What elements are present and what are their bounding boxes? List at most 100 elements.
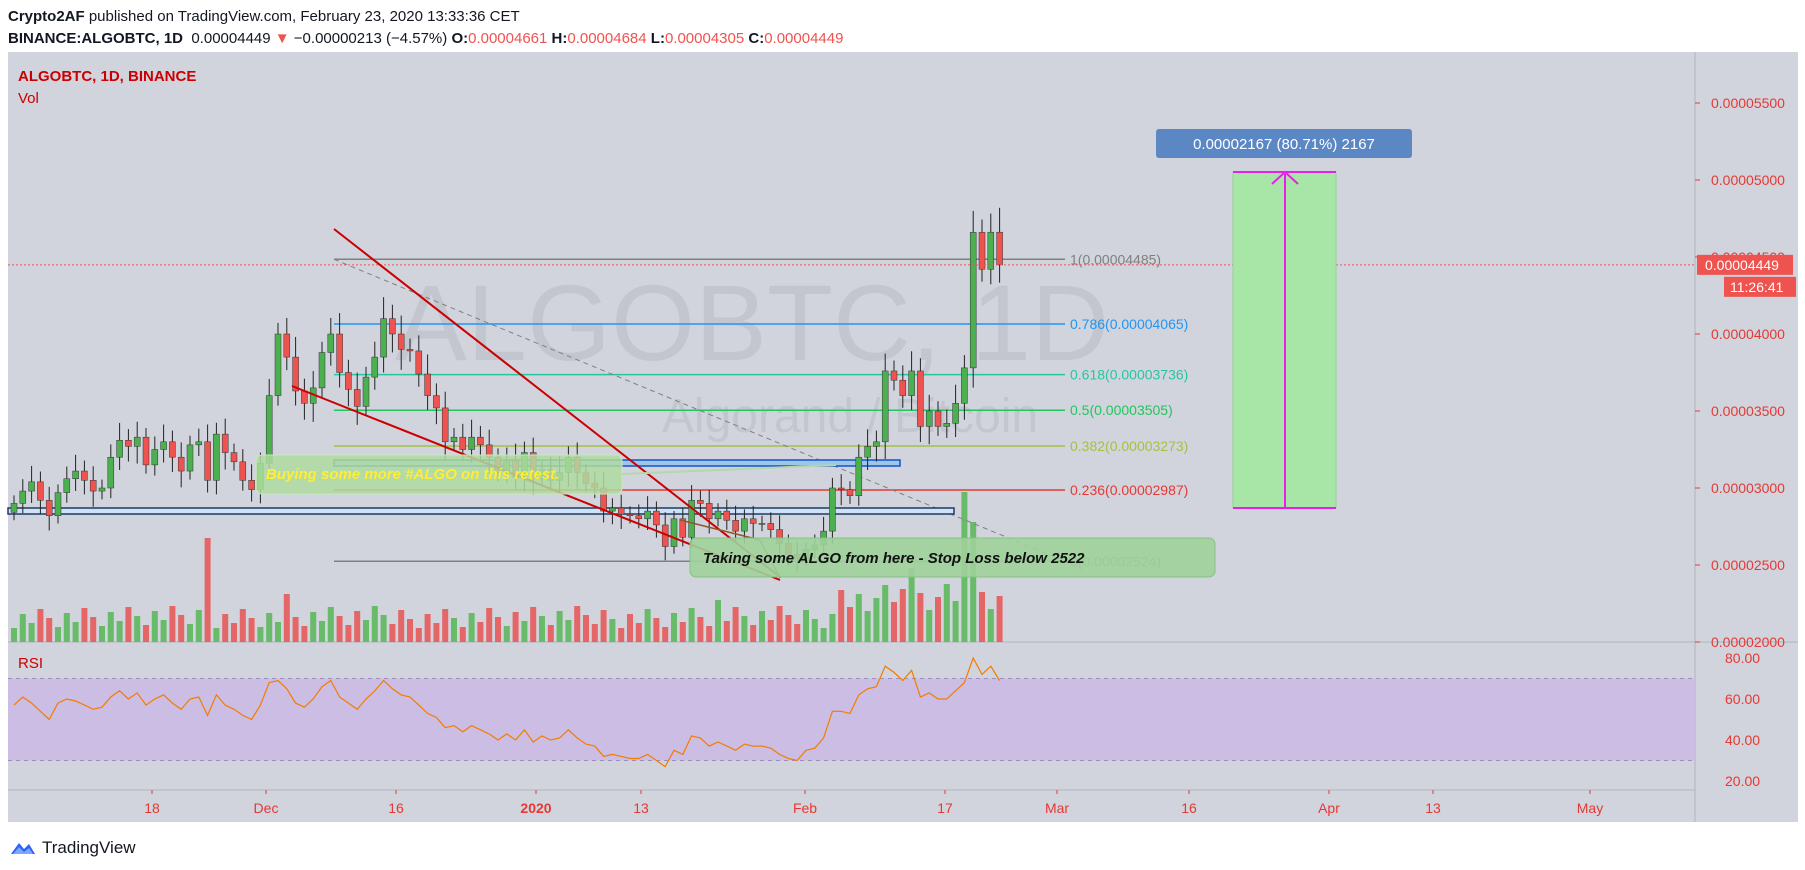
candle-body — [996, 231, 1003, 266]
candle-body — [265, 395, 273, 464]
rsi-tick-label: 40.00 — [1725, 732, 1760, 748]
volume-bar — [723, 621, 730, 642]
candle-body — [626, 513, 634, 516]
volume-bar — [838, 590, 845, 642]
volume-bar — [222, 614, 229, 642]
candle-body — [177, 456, 185, 472]
target-label: 0.00002167 (80.71%) 2167 — [1193, 136, 1375, 153]
time-tick-label: Feb — [793, 800, 817, 816]
time-tick-label: 16 — [1181, 800, 1197, 816]
volume-bar — [134, 616, 141, 642]
volume-bar — [125, 607, 132, 642]
volume-bar — [327, 607, 334, 642]
time-tick-label: Dec — [254, 800, 279, 816]
volume-bar — [864, 611, 871, 642]
volume-bar — [759, 611, 765, 642]
volume-bar — [151, 611, 158, 642]
candle-body — [230, 452, 238, 463]
volume-bar — [556, 611, 563, 642]
volume-bar — [979, 592, 985, 642]
volume-bar — [354, 611, 361, 642]
last-price-badge — [1697, 254, 1793, 275]
last-price-badge-label: 0.00004449 — [1705, 257, 1779, 273]
volume-bar — [63, 613, 70, 642]
volume-bar — [873, 598, 880, 642]
candle-body — [952, 403, 959, 424]
price-change: −0.00000213 (−4.57%) — [293, 30, 448, 47]
volume-bar — [292, 617, 299, 642]
volume-bar — [107, 612, 114, 642]
time-tick-label: Apr — [1318, 800, 1340, 816]
volume-bar — [248, 618, 255, 642]
volume-bar — [275, 622, 281, 642]
volume-bar — [891, 602, 897, 642]
volume-bar — [521, 621, 528, 642]
publisher-name[interactable]: Crypto2AF — [8, 8, 85, 25]
candle-body — [63, 478, 71, 493]
volume-bar — [81, 608, 88, 642]
candle-body — [10, 503, 18, 513]
candle-body — [239, 461, 247, 481]
volume-bar — [442, 609, 449, 642]
volume-bar — [908, 568, 915, 642]
volume-bar — [99, 626, 105, 642]
candle-body — [37, 481, 44, 501]
fib-level-label: 0.786(0.00004065) — [1070, 316, 1188, 332]
volume-bar — [829, 614, 836, 642]
volume-bar — [635, 623, 642, 642]
volume-bar — [143, 625, 149, 642]
legend-rsi: RSI — [18, 655, 43, 672]
volume-bar — [459, 627, 466, 642]
candle-body — [151, 449, 159, 466]
time-tick-label: 18 — [144, 800, 160, 816]
candle-body — [380, 318, 387, 358]
high-value: 0.00004684 — [567, 30, 647, 47]
candle-body — [644, 510, 651, 520]
high-label: H: — [551, 30, 568, 47]
open-label: O: — [451, 30, 469, 47]
volume-bar — [767, 620, 774, 642]
volume-bar — [178, 615, 185, 642]
candle-body — [362, 376, 370, 407]
candle-body — [609, 507, 616, 512]
candle-body — [406, 349, 414, 352]
time-tick-label: 2020 — [520, 800, 551, 816]
candle-body — [45, 500, 53, 516]
candle-body — [890, 370, 898, 381]
volume-bar — [310, 612, 317, 642]
volume-bar — [486, 608, 493, 642]
volume-bar — [547, 625, 554, 642]
volume-bar — [741, 616, 748, 642]
rsi-tick-label: 80.00 — [1725, 650, 1760, 666]
candle-body — [292, 356, 299, 392]
volume-bar — [231, 623, 237, 642]
candle-body — [943, 423, 951, 427]
candle-body — [925, 410, 933, 427]
rsi-tick-label: 60.00 — [1725, 691, 1760, 707]
volume-bar — [187, 624, 193, 642]
volume-bar — [996, 596, 1003, 642]
target-arrow-icon — [1271, 170, 1299, 185]
fib-level-label: 0.5(0.00003505) — [1070, 402, 1173, 418]
volume-bar — [618, 628, 625, 642]
candle-body — [424, 373, 431, 396]
volume-bar — [160, 620, 167, 642]
volume-bar — [847, 607, 853, 642]
candle-body — [758, 523, 766, 525]
volume-bar — [239, 609, 246, 642]
time-tick-label: 17 — [937, 800, 953, 816]
footer: TradingView — [10, 838, 136, 858]
volume-bar — [363, 620, 369, 642]
volume-bar — [811, 619, 818, 642]
watermark-subtitle: Algorand / Bitcoin — [662, 390, 1038, 443]
callout-retest-pointer — [621, 464, 837, 475]
symbol-label: BINANCE:ALGOBTC, 1D — [8, 30, 183, 47]
volume-bar — [398, 610, 405, 642]
volume-bar — [116, 621, 123, 642]
candle-body — [160, 441, 167, 450]
footer-brand[interactable]: TradingView — [42, 838, 136, 857]
volume-bar — [19, 614, 26, 642]
volume-bar — [169, 606, 176, 642]
candle-body — [837, 487, 845, 490]
